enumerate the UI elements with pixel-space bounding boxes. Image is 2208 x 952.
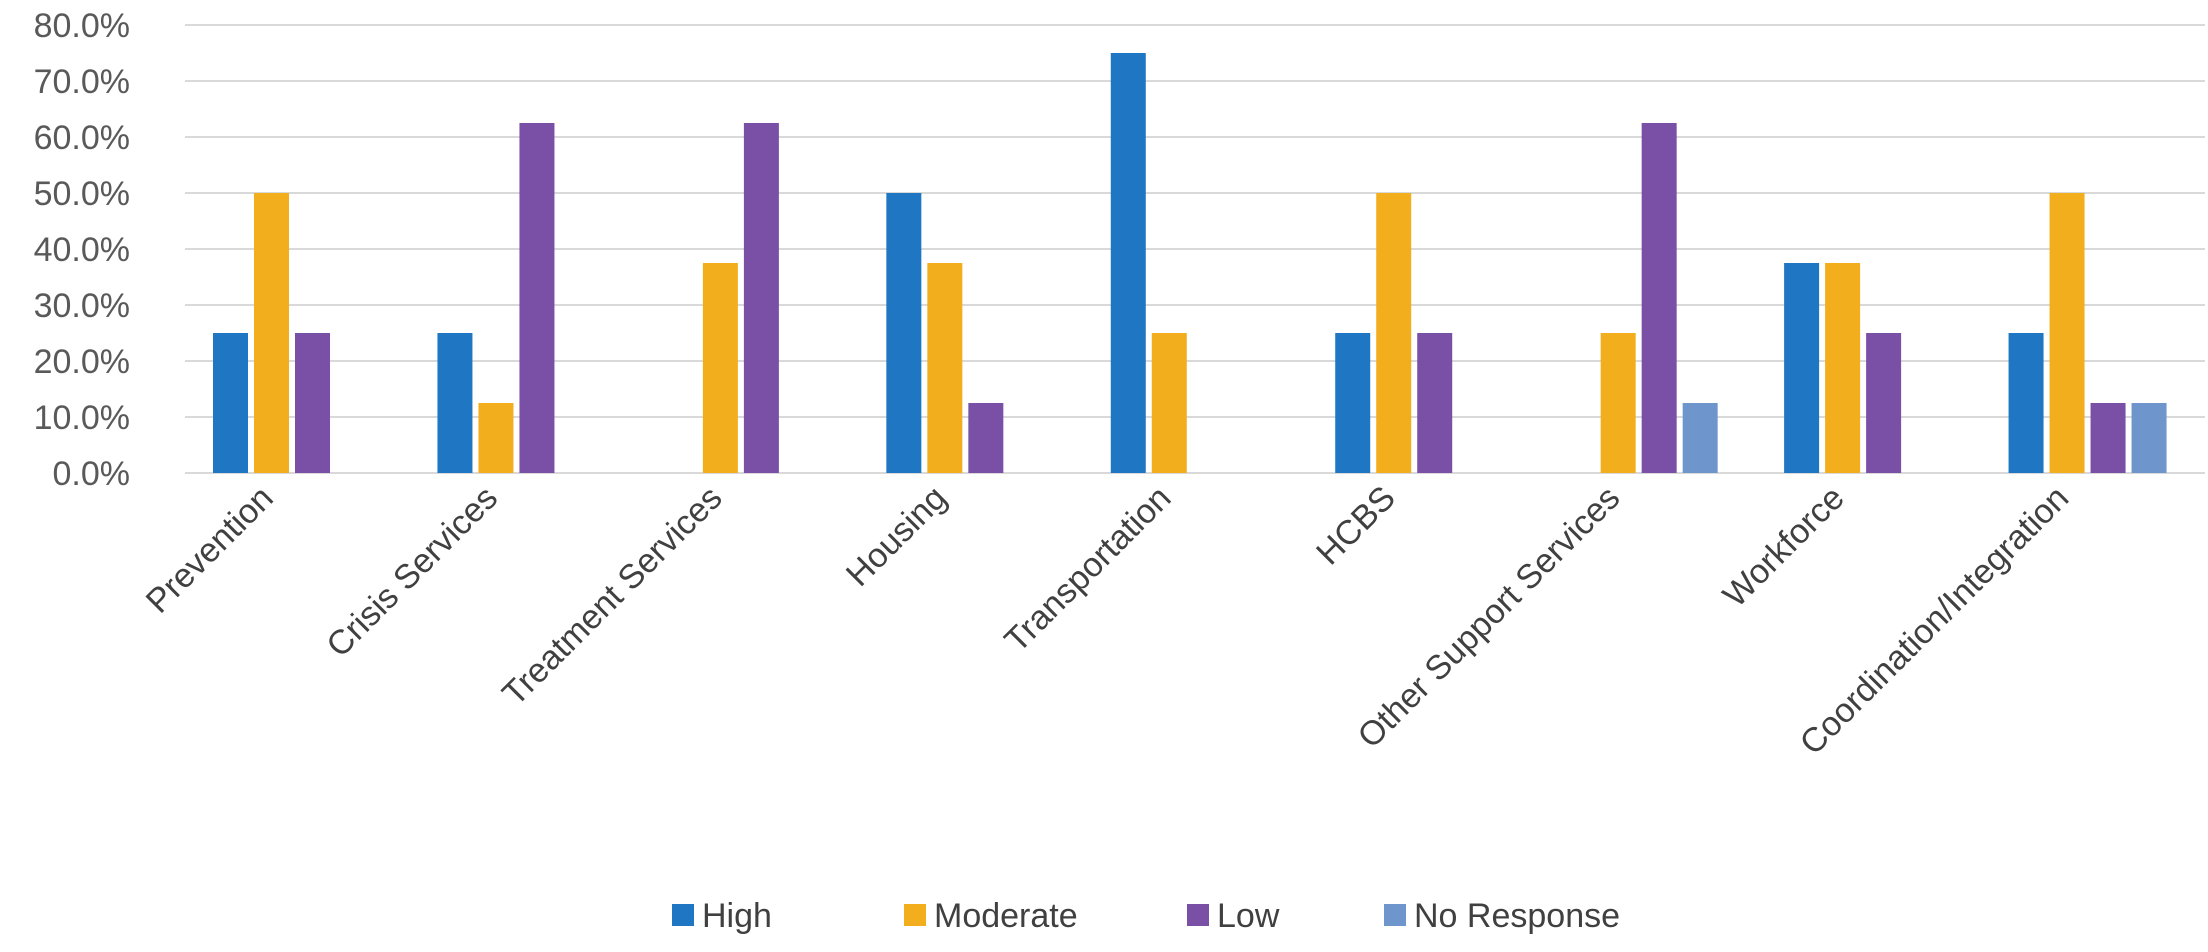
y-tick-label: 40.0% [34, 231, 130, 269]
bar-moderate [254, 193, 289, 473]
y-tick-label: 10.0% [34, 399, 130, 437]
x-category-label: HCBS [1309, 479, 1403, 573]
x-category-label: Workforce [1716, 479, 1852, 615]
x-category-label: Transportation [997, 479, 1178, 660]
bar-moderate [2049, 193, 2085, 473]
bar-moderate [927, 263, 963, 473]
legend-label: No Response [1414, 897, 1620, 935]
y-tick-label: 30.0% [34, 287, 130, 325]
legend-swatch [1187, 904, 1209, 926]
bar-moderate [1825, 263, 1861, 473]
bar-no-response [1682, 403, 1718, 473]
bar-high [1784, 263, 1820, 473]
bar-high [213, 333, 248, 473]
bar-low [1866, 333, 1902, 473]
x-category-label: Housing [839, 479, 954, 594]
x-category-label: Prevention [139, 479, 281, 621]
y-tick-label: 60.0% [34, 119, 130, 157]
legend-label: High [702, 897, 772, 935]
legend-swatch [672, 904, 694, 926]
legend-label: Moderate [934, 897, 1078, 935]
bar-low [968, 403, 1004, 473]
bar-moderate [1151, 333, 1187, 473]
bar-high [886, 193, 922, 473]
bar-low [1417, 333, 1453, 473]
x-category-label: Treatment Services [495, 479, 729, 713]
bars-layer [213, 53, 2167, 473]
bar-moderate [702, 263, 738, 473]
bar-low [2090, 403, 2126, 473]
y-tick-label: 80.0% [34, 7, 130, 45]
bar-moderate [1600, 333, 1636, 473]
legend: High Moderate Low No Response [672, 897, 1620, 935]
bar-low [743, 123, 779, 473]
bar-moderate [1376, 193, 1412, 473]
bar-low [519, 123, 555, 473]
y-tick-label: 50.0% [34, 175, 130, 213]
y-axis-ticks: 0.0% 10.0% 20.0% 30.0% 40.0% 50.0% 60.0% 70.0% 8… [34, 7, 130, 493]
legend-swatch [904, 904, 926, 926]
legend-label: Low [1217, 897, 1280, 935]
x-category-label: Crisis Services [319, 479, 505, 665]
y-tick-label: 70.0% [34, 63, 130, 101]
bar-high [1110, 53, 1146, 473]
bar-high [437, 333, 473, 473]
bar-low [295, 333, 330, 473]
y-tick-label: 0.0% [53, 455, 131, 493]
bar-moderate [478, 403, 514, 473]
y-tick-label: 20.0% [34, 343, 130, 381]
x-category-label: Other Support Services [1351, 479, 1628, 756]
bar-no-response [2131, 403, 2167, 473]
legend-swatch [1384, 904, 1406, 926]
bar-high [2008, 333, 2044, 473]
bar-high [1335, 333, 1371, 473]
bar-low [1641, 123, 1677, 473]
